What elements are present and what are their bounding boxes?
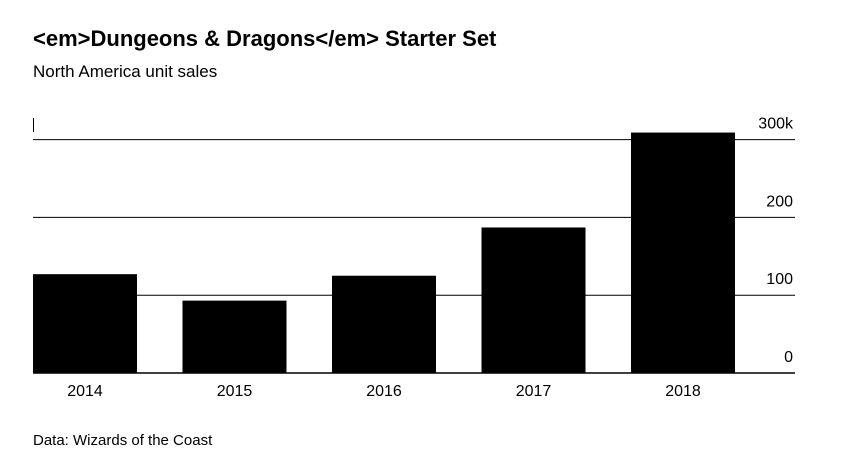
x-tick-label: 2016	[366, 383, 402, 400]
x-tick-label: 2015	[217, 383, 253, 400]
y-tick-label: 0	[784, 349, 793, 366]
y-tick-label: 200	[766, 193, 793, 210]
x-tick-label: 2017	[516, 383, 552, 400]
y-tick-label: 100	[766, 271, 793, 288]
bar	[182, 300, 287, 373]
bar	[631, 132, 735, 373]
x-tick-label: 2018	[665, 383, 701, 400]
bar	[33, 274, 137, 373]
source: Data: Wizards of the Coast	[33, 432, 213, 449]
bar	[332, 275, 436, 373]
chart-title: <em>Dungeons & Dragons</em> Starter Set	[33, 26, 497, 51]
bar	[481, 227, 586, 373]
x-tick-label: 2014	[67, 383, 103, 400]
chart-subtitle: North America unit sales	[33, 62, 217, 81]
y-tick-label: 300k	[758, 116, 794, 133]
